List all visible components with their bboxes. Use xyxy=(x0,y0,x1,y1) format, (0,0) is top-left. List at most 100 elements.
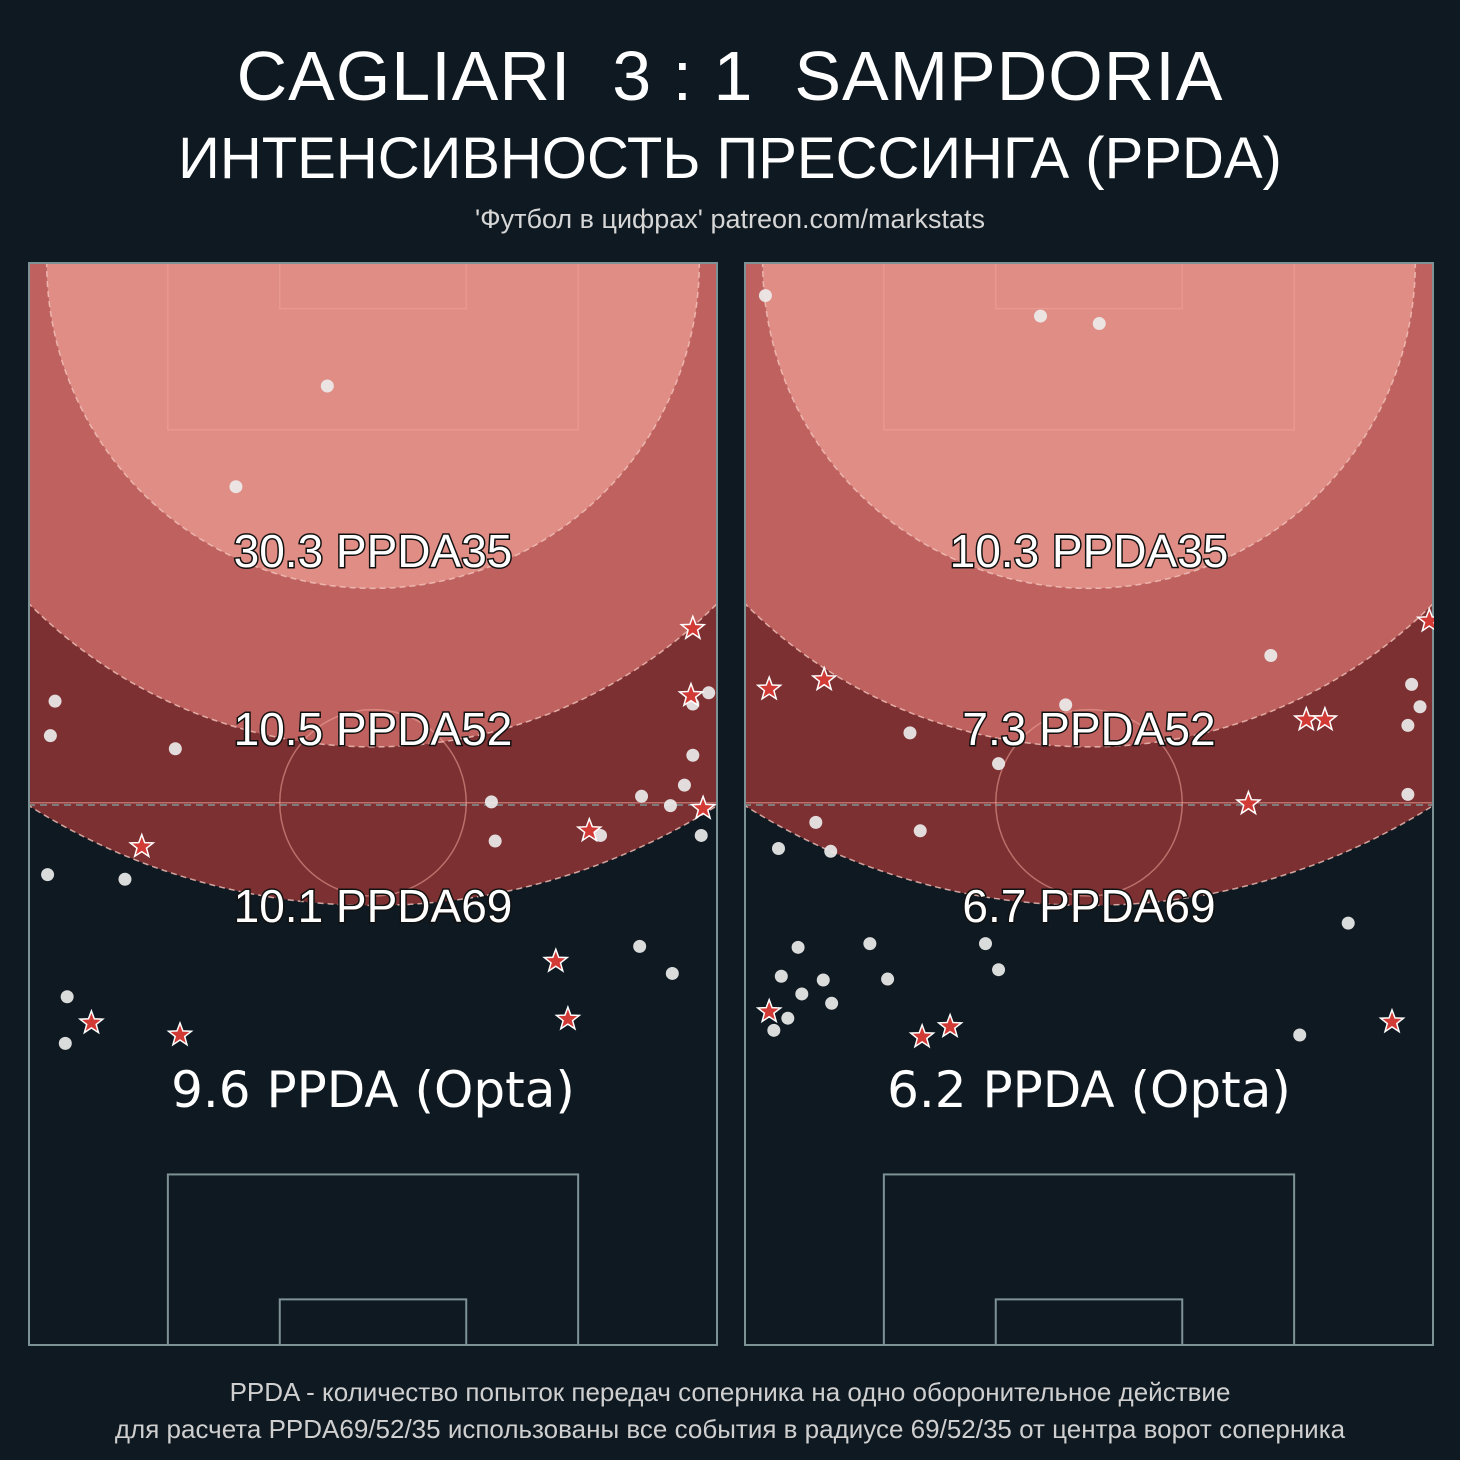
event-dot xyxy=(774,969,788,983)
event-star xyxy=(1378,1007,1406,1034)
event-star xyxy=(575,816,603,843)
event-dot xyxy=(1059,698,1073,712)
event-star xyxy=(679,614,707,640)
event-dot xyxy=(1401,787,1415,801)
event-star xyxy=(1311,705,1339,732)
event-dot xyxy=(863,937,877,951)
event-dot xyxy=(1092,317,1106,331)
event-dot xyxy=(168,742,182,756)
zone-35 xyxy=(762,262,1416,589)
event-dot xyxy=(881,972,895,986)
penalty-area-top xyxy=(883,262,1295,431)
match-title: CAGLIARI 3 : 1 SAMPDORIA xyxy=(236,37,1224,115)
event-dot xyxy=(48,694,62,708)
penalty-area-top xyxy=(167,262,579,431)
event-dot xyxy=(665,966,679,980)
event-dot xyxy=(1405,677,1419,691)
event-dot xyxy=(772,842,785,855)
zone-35-boundary xyxy=(761,262,1417,590)
event-dot xyxy=(484,795,498,809)
event-dot xyxy=(677,778,691,792)
zones-group xyxy=(28,262,718,906)
event-star xyxy=(755,997,783,1024)
zone-52-boundary xyxy=(744,601,1434,748)
event-star xyxy=(166,1020,194,1047)
event-dot xyxy=(686,748,700,762)
pitch-border xyxy=(28,262,718,1346)
event-star xyxy=(1234,789,1262,816)
event-star xyxy=(908,1022,936,1049)
goal-area-top xyxy=(995,262,1183,310)
event-dot xyxy=(60,990,74,1004)
event-dot xyxy=(767,1023,781,1037)
event-dot xyxy=(992,757,1006,771)
event-dot xyxy=(118,872,132,886)
label-ppda69: 10.1 PPDA69 xyxy=(234,880,513,932)
event-star xyxy=(677,681,705,708)
event-dot xyxy=(825,996,839,1010)
event-dot xyxy=(992,963,1006,977)
event-star xyxy=(554,1004,582,1031)
event-star xyxy=(128,832,156,859)
event-dot xyxy=(791,940,805,954)
event-dot xyxy=(781,1011,795,1025)
event-star xyxy=(936,1012,964,1039)
event-dot xyxy=(694,828,708,842)
event-dot xyxy=(633,939,647,953)
event-dot xyxy=(594,828,608,842)
event-star xyxy=(755,674,783,701)
event-dot xyxy=(903,726,917,740)
goal-area-bottom xyxy=(278,1298,468,1346)
pitch-sampdoria: 10.3 PPDA35 7.3 PPDA52 6.7 PPDA69 6.2 PPDA … xyxy=(744,262,1434,1346)
event-dot xyxy=(635,789,649,803)
event-star xyxy=(810,665,838,692)
chart-subtitle: ИНТЕНСИВНОСТЬ ПРЕССИНГА (PPDA) xyxy=(178,126,1282,191)
event-dot xyxy=(795,987,809,1001)
pitch-border xyxy=(744,262,1434,1346)
zone-69-boundary xyxy=(744,804,1434,906)
event-dot xyxy=(758,289,772,303)
label-ppda35: 30.3 PPDA35 xyxy=(234,525,513,577)
footer-method: для расчета PPDA69/52/35 использованы вс… xyxy=(114,1414,1346,1444)
label-ppda35: 10.3 PPDA35 xyxy=(950,525,1229,577)
credit-line: 'Футбол в цифрах' patreon.com/markstats xyxy=(474,204,986,234)
event-star xyxy=(542,947,570,973)
event-dot xyxy=(663,799,677,813)
goal-area-bottom xyxy=(994,1298,1184,1346)
label-ppda69: 6.7 PPDA69 xyxy=(962,880,1215,932)
event-dot xyxy=(320,379,334,393)
centre-circle xyxy=(995,708,1183,897)
event-dot xyxy=(824,844,838,858)
penalty-area-bottom xyxy=(166,1173,580,1346)
event-dot xyxy=(58,1036,72,1050)
label-ppda52: 10.5 PPDA52 xyxy=(234,703,513,755)
label-ppda-opta: 6.2 PPDA (Opta) xyxy=(887,1061,1291,1119)
event-dot xyxy=(43,729,57,743)
label-ppda-opta: 9.6 PPDA (Opta) xyxy=(171,1061,575,1119)
zone-35 xyxy=(46,262,700,589)
event-dot xyxy=(979,937,992,951)
centre-circle xyxy=(279,708,467,897)
event-dot xyxy=(1413,700,1427,714)
zone-52-boundary xyxy=(28,601,718,748)
footer-definition: PPDA - количество попыток передач соперн… xyxy=(229,1377,1231,1407)
event-dot xyxy=(809,815,823,829)
event-dot xyxy=(816,973,830,987)
zones-group xyxy=(744,262,1434,906)
zone-35-boundary xyxy=(45,262,701,590)
event-dot xyxy=(1293,1028,1307,1042)
event-dot xyxy=(702,686,716,700)
penalty-area-bottom xyxy=(882,1173,1296,1346)
goal-area-top xyxy=(279,262,467,310)
event-dot xyxy=(1341,916,1355,930)
event-star xyxy=(1415,606,1434,633)
zone-69-boundary xyxy=(28,804,718,906)
event-dot xyxy=(41,868,55,882)
event-dot xyxy=(229,480,243,494)
label-ppda52: 7.3 PPDA52 xyxy=(962,703,1215,755)
event-star xyxy=(689,794,717,820)
event-star xyxy=(77,1008,105,1035)
event-dot xyxy=(1401,718,1415,732)
event-dot xyxy=(913,824,927,838)
pitch-cagliari: 30.3 PPDA35 10.5 PPDA52 10.1 PPDA69 9.6 PPD… xyxy=(28,262,718,1346)
